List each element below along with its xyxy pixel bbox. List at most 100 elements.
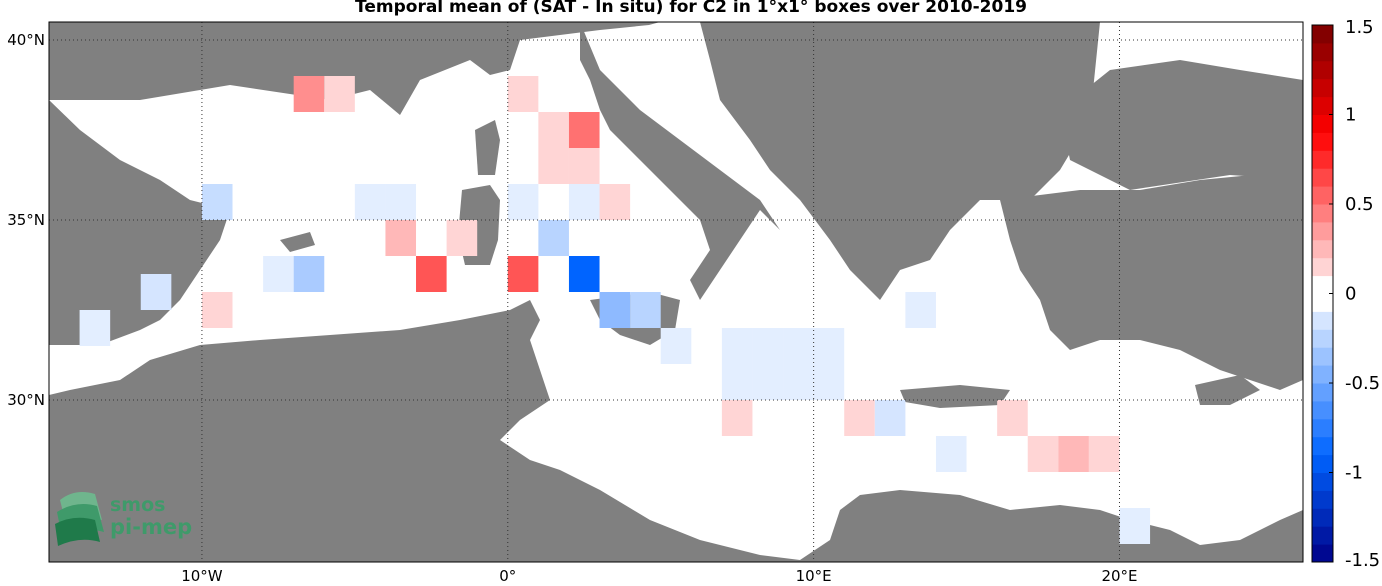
anomaly-cell xyxy=(1027,436,1059,472)
colorbar-segment xyxy=(1312,257,1333,277)
anomaly-cell xyxy=(140,274,172,310)
longitude-label: 10°W xyxy=(181,567,223,585)
anomaly-cell xyxy=(416,256,447,292)
colorbar-segment xyxy=(1312,526,1333,545)
anomaly-cell xyxy=(568,184,600,220)
land-balearics xyxy=(280,232,315,252)
map-frame xyxy=(48,21,1304,563)
graticule xyxy=(49,22,1303,562)
colorbar-segment xyxy=(1312,454,1333,473)
anomaly-cell xyxy=(721,364,753,400)
land-turkey-levant xyxy=(1000,170,1303,390)
latitude-label: 40°N xyxy=(7,31,45,49)
logo-mark-icon xyxy=(55,492,104,546)
anomaly-cell xyxy=(721,400,753,436)
anomaly-cell xyxy=(599,292,631,328)
anomaly-cell xyxy=(568,148,600,184)
anomaly-cell xyxy=(599,184,631,220)
anomaly-cell xyxy=(538,148,569,184)
anomaly-cell xyxy=(507,256,539,292)
logo-text-smos: smos xyxy=(110,494,165,516)
colorbar xyxy=(1312,25,1333,563)
land-north-africa xyxy=(49,300,1303,562)
anomaly-cell xyxy=(507,76,539,112)
anomaly-cell xyxy=(721,328,753,364)
land-iberia-france xyxy=(49,22,660,115)
anomaly-cell xyxy=(507,184,539,220)
anomaly-cell xyxy=(813,364,845,400)
colorbar-segment xyxy=(1312,490,1333,509)
anomaly-cell xyxy=(201,184,233,220)
colorbar-tick-labels: 1.5 1 0.5 0 -0.5 -1 -1.5 xyxy=(1329,17,1380,571)
land-balkans xyxy=(700,22,1100,300)
anomaly-cell xyxy=(293,76,325,112)
anomaly-cell xyxy=(538,220,569,256)
colorbar-label: 0 xyxy=(1345,284,1356,305)
anomaly-cell xyxy=(568,112,600,148)
land-cyprus xyxy=(1195,375,1260,405)
colorbar-segment xyxy=(1312,42,1333,62)
anomaly-cell xyxy=(783,364,814,400)
land-europe-north xyxy=(49,22,1303,190)
anomaly-cell xyxy=(354,184,386,220)
anomaly-cell xyxy=(783,328,814,364)
map-title: Temporal mean of (SAT - In situ) for C2 … xyxy=(355,0,1027,17)
colorbar-segment xyxy=(1312,239,1333,259)
colorbar-segment xyxy=(1312,275,1333,294)
land-corsica xyxy=(475,120,500,175)
anomaly-cell xyxy=(538,112,569,148)
colorbar-segment xyxy=(1312,293,1333,312)
colorbar-segment xyxy=(1312,132,1333,151)
colorbar-label: 1 xyxy=(1345,105,1356,126)
colorbar-label: -0.5 xyxy=(1345,373,1380,394)
colorbar-label: -1 xyxy=(1345,463,1363,484)
latitude-label: 35°N xyxy=(7,211,45,229)
anomaly-cell xyxy=(293,256,325,292)
anomaly-cell xyxy=(905,292,936,328)
longitude-label: 10°E xyxy=(796,567,832,585)
anomaly-cell xyxy=(630,292,661,328)
longitude-labels: 10°W 0° 10°E 20°E xyxy=(181,567,1137,585)
logo-text-pimep: pi-mep xyxy=(110,515,192,539)
colorbar-segment xyxy=(1312,204,1333,223)
land-iberia-south xyxy=(49,100,230,345)
anomaly-cell xyxy=(1088,436,1120,472)
colorbar-segment xyxy=(1312,60,1333,80)
colorbar-segment xyxy=(1312,221,1333,241)
anomaly-cell xyxy=(1058,436,1089,472)
colorbar-segment xyxy=(1312,508,1333,527)
colorbar-segment xyxy=(1312,472,1333,491)
anomaly-cell xyxy=(385,220,417,256)
colorbar-segment xyxy=(1312,25,1333,44)
colorbar-segment xyxy=(1312,436,1333,456)
colorbar-segment xyxy=(1312,383,1333,402)
colorbar-segment xyxy=(1312,329,1333,348)
colorbar-segment xyxy=(1312,311,1333,330)
colorbar-label: 1.5 xyxy=(1345,17,1374,38)
colorbar-segment xyxy=(1312,365,1333,384)
anomaly-cell xyxy=(201,292,233,328)
land-italy xyxy=(580,22,780,300)
anomaly-cell xyxy=(660,328,692,364)
anomaly-cell xyxy=(1119,508,1151,544)
anomaly-cell xyxy=(324,76,355,112)
anomaly-cell xyxy=(752,364,784,400)
colorbar-segment xyxy=(1312,96,1333,115)
anomaly-cell xyxy=(385,184,417,220)
colorbar-segment xyxy=(1312,150,1333,169)
anomaly-cell xyxy=(79,310,111,346)
anomaly-cell xyxy=(446,220,478,256)
latitude-label: 30°N xyxy=(7,391,45,409)
colorbar-segment xyxy=(1312,347,1333,366)
land-crete xyxy=(900,385,1010,408)
longitude-label: 0° xyxy=(499,567,516,585)
colorbar-segment xyxy=(1312,168,1333,187)
colorbar-label: 0.5 xyxy=(1345,194,1374,215)
anomaly-cells xyxy=(79,76,1151,544)
colorbar-segment xyxy=(1312,418,1333,438)
anomaly-cell xyxy=(752,328,784,364)
smos-pi-mep-logo: smos pi-mep xyxy=(55,492,192,546)
anomaly-cell xyxy=(874,400,906,436)
anomaly-cell xyxy=(844,400,875,436)
